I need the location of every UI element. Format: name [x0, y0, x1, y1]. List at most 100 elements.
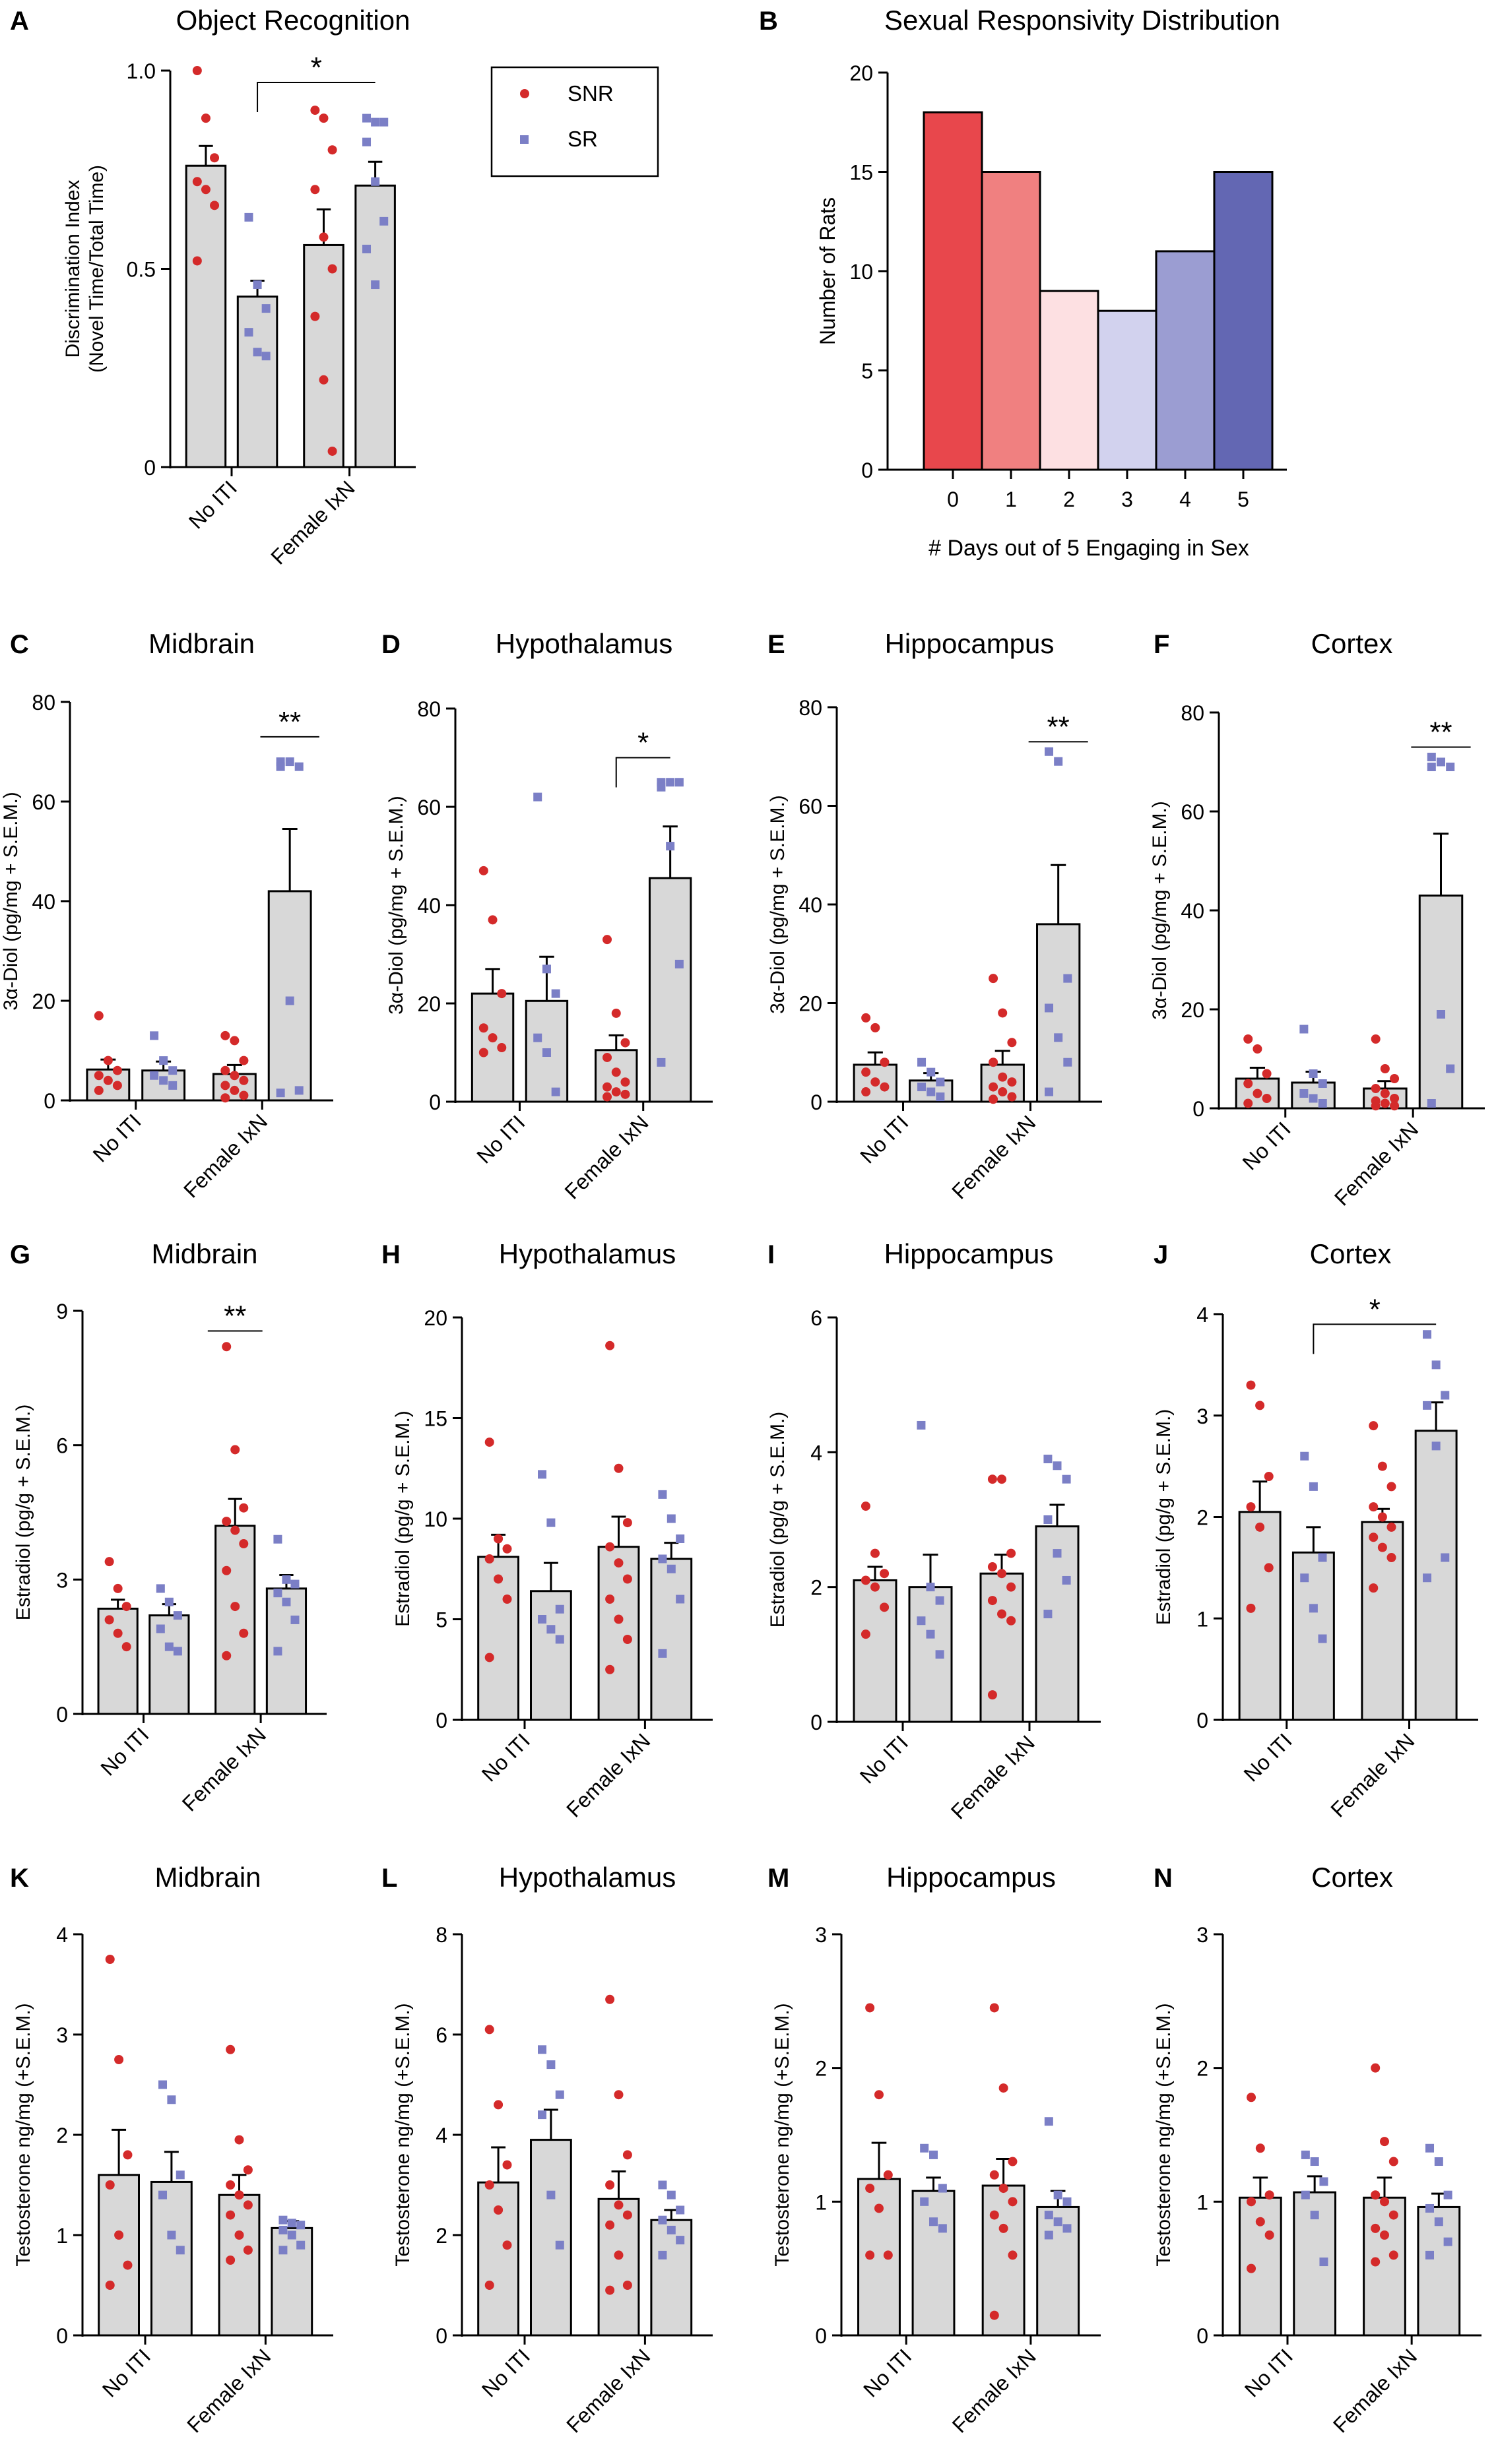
data-point-snr [602, 935, 612, 945]
panel-title: Hippocampus [884, 1238, 1054, 1269]
y-tick-label: 2 [1196, 2057, 1208, 2081]
data-point-snr [230, 1085, 240, 1095]
data-point-snr [880, 1602, 890, 1612]
data-point-snr [861, 1087, 871, 1097]
data-point-sr [1434, 2217, 1443, 2227]
data-point-snr [998, 2083, 1008, 2093]
data-point-snr [1247, 2263, 1256, 2273]
data-point-snr [478, 1023, 488, 1033]
panel-title: Midbrain [148, 628, 255, 659]
y-tick-label: 10 [849, 260, 873, 284]
significance-bracket [257, 82, 375, 113]
x-tick-label: No ITI [859, 2344, 916, 2401]
data-point-snr [602, 1052, 612, 1062]
y-tick-label: 10 [424, 1507, 447, 1531]
data-point-snr [494, 2100, 504, 2110]
y-tick-label: 9 [56, 1300, 68, 1323]
data-point-sr [658, 1490, 667, 1499]
y-tick-label: 2 [56, 2124, 68, 2147]
y-axis-label: Number of Rats [816, 197, 839, 345]
data-point-sr [261, 304, 271, 313]
bar-sr [271, 2227, 313, 2337]
data-point-sr [1309, 1069, 1318, 1078]
data-point-snr [1369, 1502, 1379, 1512]
data-point-sr [253, 280, 262, 290]
data-point-sr [285, 996, 294, 1005]
data-point-snr [989, 2003, 999, 2013]
panel-letter: J [1154, 1240, 1168, 1269]
data-point-snr [226, 2256, 236, 2265]
bar-sr [141, 1069, 186, 1102]
data-point-snr [1243, 1034, 1253, 1044]
y-tick-label: 0 [429, 1090, 441, 1114]
data-point-sr [926, 1629, 935, 1639]
data-point-sr [164, 1597, 174, 1606]
data-point-sr [379, 117, 389, 127]
y-tick-label: 0 [810, 1090, 822, 1114]
y-tick-label: 1.0 [127, 59, 156, 83]
significance-label: ** [1429, 716, 1452, 749]
data-point-snr [611, 1087, 621, 1097]
panel-letter: H [381, 1240, 401, 1269]
data-point-snr [870, 1582, 880, 1592]
x-tick-label: No ITI [477, 2344, 535, 2401]
data-point-sr [1062, 2224, 1072, 2233]
data-point-snr [494, 1574, 504, 1584]
data-point-sr [920, 2197, 929, 2206]
x-tick-label: Female IxN [1326, 1728, 1419, 1821]
data-point-sr [676, 1534, 685, 1543]
data-point-snr [861, 1067, 871, 1077]
data-point-sr [176, 2170, 185, 2180]
data-point-snr [997, 1474, 1006, 1484]
panel-k: K Midbrain 0 1 2 3 4 Testosterone ng/mg (+S.E.M… [10, 1862, 333, 2438]
panel-title: Cortex [1310, 1238, 1392, 1269]
data-point-snr [989, 1082, 998, 1092]
y-tick-label: 0 [436, 2324, 447, 2348]
data-point-sr [1427, 763, 1436, 771]
y-tick-label: 6 [436, 2023, 447, 2047]
y-tick-label: 0 [810, 1711, 822, 1734]
data-point-sr [538, 2110, 547, 2120]
data-point-snr [243, 2200, 253, 2210]
data-point-snr [861, 1501, 870, 1511]
panel-letter: G [10, 1240, 30, 1269]
data-point-snr [1380, 2197, 1389, 2207]
data-point-snr [870, 1077, 880, 1087]
data-point-snr [602, 1092, 612, 1102]
data-point-snr [1006, 1582, 1016, 1592]
data-point-sr [1318, 1553, 1327, 1562]
significance-label: ** [278, 706, 301, 738]
panel-letter: D [381, 630, 401, 659]
data-point-sr [158, 2190, 168, 2199]
data-point-snr [622, 1635, 632, 1644]
data-point-snr [1390, 1074, 1400, 1083]
x-tick-label: No ITI [1238, 1117, 1295, 1174]
data-point-sr [1300, 1451, 1309, 1461]
y-axis-label: Estradiol (pg/g + S.E.M.) [767, 1412, 789, 1628]
data-point-sr [362, 113, 372, 123]
panel-letter: M [767, 1864, 789, 1893]
data-point-sr [276, 1089, 285, 1098]
data-point-sr [676, 2205, 685, 2215]
x-tick-label: No ITI [184, 476, 242, 533]
legend-marker-snr [520, 89, 529, 98]
data-point-sr [1299, 1025, 1309, 1034]
data-point-sr [1318, 1634, 1327, 1643]
data-point-sr [176, 2246, 185, 2255]
x-tick-label: 1 [1005, 488, 1017, 511]
y-tick-label: 0 [56, 1703, 68, 1726]
data-point-sr [658, 2215, 667, 2225]
data-point-sr [1423, 1401, 1432, 1410]
data-point-sr [371, 280, 380, 290]
data-point-snr [614, 2250, 624, 2260]
legend-label-sr: SR [568, 127, 598, 151]
data-point-snr [234, 2230, 244, 2240]
data-point-snr [201, 113, 211, 123]
data-point-snr [230, 1602, 240, 1612]
data-point-snr [989, 1094, 998, 1104]
histogram-bar [1039, 290, 1099, 471]
data-point-snr [1246, 1603, 1256, 1613]
bar-sr [650, 1558, 693, 1721]
data-point-snr [883, 2250, 893, 2260]
y-tick-label: 1 [1196, 2190, 1208, 2214]
